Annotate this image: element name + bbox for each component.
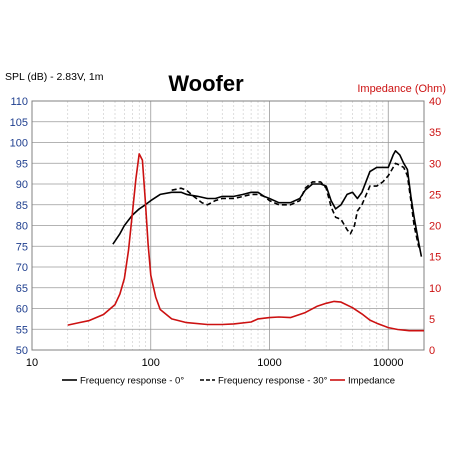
y-tick-label: 60 — [16, 304, 28, 316]
right-axis-label: Impedance (Ohm) — [357, 83, 446, 95]
legend-label: Impedance — [348, 376, 395, 387]
grid-major-lines — [31, 100, 424, 351]
y-tick-label: 110 — [10, 96, 28, 108]
x-tick-label: 10000 — [373, 357, 404, 369]
y-tick-label: 100 — [10, 138, 28, 150]
series-line-frequency-response-30 — [171, 162, 423, 251]
y2-tick-label: 25 — [429, 189, 441, 201]
legend-label: Frequency response - 30° — [218, 376, 328, 387]
right-axis-ticks: 0 5 10 15 20 25 30 35 40 — [429, 96, 441, 357]
y-tick-label: 70 — [16, 262, 28, 274]
y2-tick-label: 15 — [429, 252, 441, 264]
y-tick-label: 95 — [16, 158, 28, 170]
y-tick-label: 55 — [16, 324, 28, 336]
y-tick-label: 105 — [10, 117, 28, 129]
y-tick-label: 75 — [16, 241, 28, 253]
y2-tick-label: 0 — [429, 345, 435, 357]
y2-tick-label: 20 — [429, 221, 441, 233]
y2-tick-label: 5 — [429, 314, 435, 326]
series-lines — [67, 150, 424, 332]
chart-title: Woofer — [168, 71, 244, 96]
left-axis-label: SPL (dB) - 2.83V, 1m — [5, 71, 104, 83]
x-tick-label: 10 — [26, 357, 38, 369]
series-line-impedance — [67, 153, 424, 332]
y2-tick-label: 30 — [429, 158, 441, 170]
left-axis-ticks: 50 55 60 65 70 75 80 85 90 95 100 105 110 — [10, 96, 28, 357]
y2-tick-label: 10 — [429, 283, 441, 295]
x-tick-label: 100 — [142, 357, 160, 369]
y2-tick-label: 40 — [429, 96, 441, 108]
y-tick-label: 85 — [16, 200, 28, 212]
y-tick-label: 50 — [16, 345, 28, 357]
legend: Frequency response - 0° Frequency respons… — [62, 376, 395, 387]
y-tick-label: 65 — [16, 283, 28, 295]
x-axis-ticks: 10 100 1000 10000 — [26, 357, 404, 369]
plot-frame — [31, 100, 425, 351]
legend-label: Frequency response - 0° — [80, 376, 184, 387]
x-tick-label: 1000 — [257, 357, 281, 369]
series-line-frequency-response-0 — [112, 150, 423, 257]
y2-tick-label: 35 — [429, 127, 441, 139]
y-tick-label: 80 — [16, 221, 28, 233]
y-tick-label: 90 — [16, 179, 28, 191]
